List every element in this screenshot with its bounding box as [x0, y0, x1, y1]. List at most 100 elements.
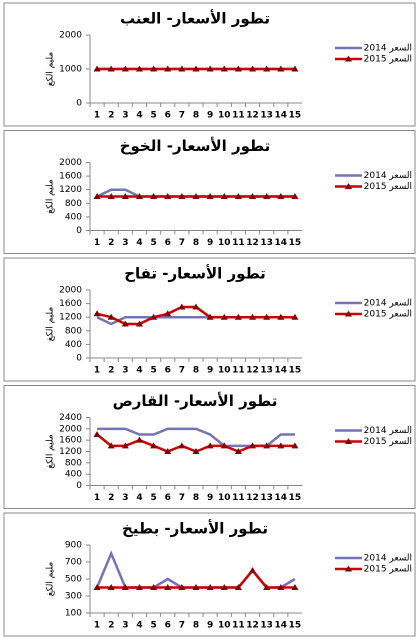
point-marker — [291, 442, 299, 449]
point-marker — [150, 313, 158, 320]
x-tick-label: 14 — [275, 621, 288, 631]
point-marker — [220, 65, 228, 72]
point-marker — [234, 65, 242, 72]
x-tick-label: 5 — [150, 111, 156, 121]
x-tick-label: 11 — [232, 111, 245, 121]
point-marker — [164, 65, 172, 72]
y-tick-label: 2000 — [59, 158, 82, 168]
x-tick-label: 8 — [193, 111, 199, 121]
y-tick-label: 400 — [65, 340, 82, 350]
x-tick-label: 10 — [218, 621, 231, 631]
point-marker — [178, 584, 186, 590]
point-marker — [263, 584, 271, 590]
point-marker — [192, 448, 200, 454]
x-tick-label: 2 — [108, 493, 114, 503]
point-marker — [291, 313, 299, 320]
x-tick-label: 3 — [122, 621, 128, 631]
point-marker — [277, 313, 285, 320]
x-tick-label: 8 — [193, 366, 199, 376]
point-marker — [164, 193, 172, 199]
point-marker — [291, 584, 299, 590]
legend-marker — [345, 55, 352, 62]
x-tick-label: 5 — [150, 621, 156, 631]
point-marker — [192, 193, 200, 199]
x-tick-label: 4 — [136, 493, 142, 503]
point-marker — [135, 193, 143, 199]
legend-label: السعر 2014 — [364, 299, 412, 309]
x-tick-label: 6 — [165, 111, 171, 121]
point-marker — [263, 442, 271, 449]
y-tick-label: 400 — [65, 470, 82, 480]
point-marker — [220, 584, 228, 590]
x-tick-label: 7 — [179, 238, 185, 248]
point-marker — [234, 193, 242, 199]
point-marker — [93, 193, 101, 199]
point-marker — [206, 65, 214, 72]
x-tick-label: 7 — [179, 621, 185, 631]
point-marker — [135, 65, 143, 72]
point-marker — [249, 567, 257, 573]
point-marker — [192, 584, 200, 590]
legend-marker — [345, 183, 352, 189]
x-tick-label: 6 — [165, 493, 171, 503]
point-marker — [249, 442, 257, 449]
point-marker — [121, 320, 129, 327]
x-tick-label: 13 — [260, 621, 273, 631]
x-tick-label: 9 — [207, 238, 213, 248]
x-tick-label: 8 — [193, 621, 199, 631]
point-marker — [135, 436, 143, 443]
point-marker — [206, 313, 214, 320]
point-marker — [121, 584, 129, 590]
chart-title: تطور الأسعار- العنب — [120, 10, 270, 28]
x-tick-label: 8 — [193, 238, 199, 248]
x-tick-label: 3 — [122, 493, 128, 503]
x-tick-label: 15 — [289, 238, 302, 248]
point-marker — [192, 65, 200, 72]
x-tick-label: 12 — [246, 238, 259, 248]
point-marker — [249, 65, 257, 72]
y-axis-label: مليم الكغ — [46, 307, 56, 342]
x-tick-label: 10 — [218, 238, 231, 248]
legend-label: السعر 2014 — [364, 554, 412, 564]
x-tick-label: 11 — [232, 238, 245, 248]
series-line — [96, 305, 295, 326]
panel-border — [3, 257, 416, 382]
x-tick-label: 11 — [232, 366, 245, 376]
x-tick-label: 4 — [136, 111, 142, 121]
x-tick-label: 15 — [289, 493, 302, 503]
legend-label: السعر 2014 — [364, 171, 412, 181]
point-marker — [220, 442, 228, 449]
x-tick-label: 13 — [260, 366, 273, 376]
x-tick-label: 1 — [94, 366, 100, 376]
x-tick-label: 1 — [94, 493, 100, 503]
point-marker — [93, 431, 101, 437]
x-tick-label: 13 — [260, 238, 273, 248]
x-tick-label: 11 — [232, 621, 245, 631]
point-marker — [121, 193, 129, 199]
point-marker — [164, 310, 172, 317]
panel-border — [3, 130, 416, 254]
point-marker — [234, 584, 242, 590]
legend-label: السعر 2015 — [364, 437, 412, 447]
point-marker — [249, 193, 257, 199]
y-axis-label: مليم الكغ — [46, 52, 56, 87]
chart-title: تطور الأسعار- بطيخ — [122, 520, 268, 538]
y-tick-label: 500 — [65, 575, 82, 585]
x-tick-label: 9 — [207, 621, 213, 631]
x-tick-label: 14 — [275, 493, 288, 503]
x-tick-label: 2 — [108, 366, 114, 376]
point-marker — [93, 65, 101, 72]
point-marker — [178, 193, 186, 199]
y-tick-label: 1200 — [59, 185, 82, 195]
point-marker — [178, 303, 186, 310]
x-tick-label: 10 — [218, 366, 231, 376]
point-marker — [234, 448, 242, 454]
panel-border — [3, 2, 416, 127]
x-tick-label: 2 — [108, 621, 114, 631]
y-tick-label: 0 — [76, 99, 82, 109]
point-marker — [234, 313, 242, 320]
x-tick-label: 14 — [275, 366, 288, 376]
x-tick-label: 2 — [108, 111, 114, 121]
y-tick-label: 300 — [65, 592, 82, 602]
